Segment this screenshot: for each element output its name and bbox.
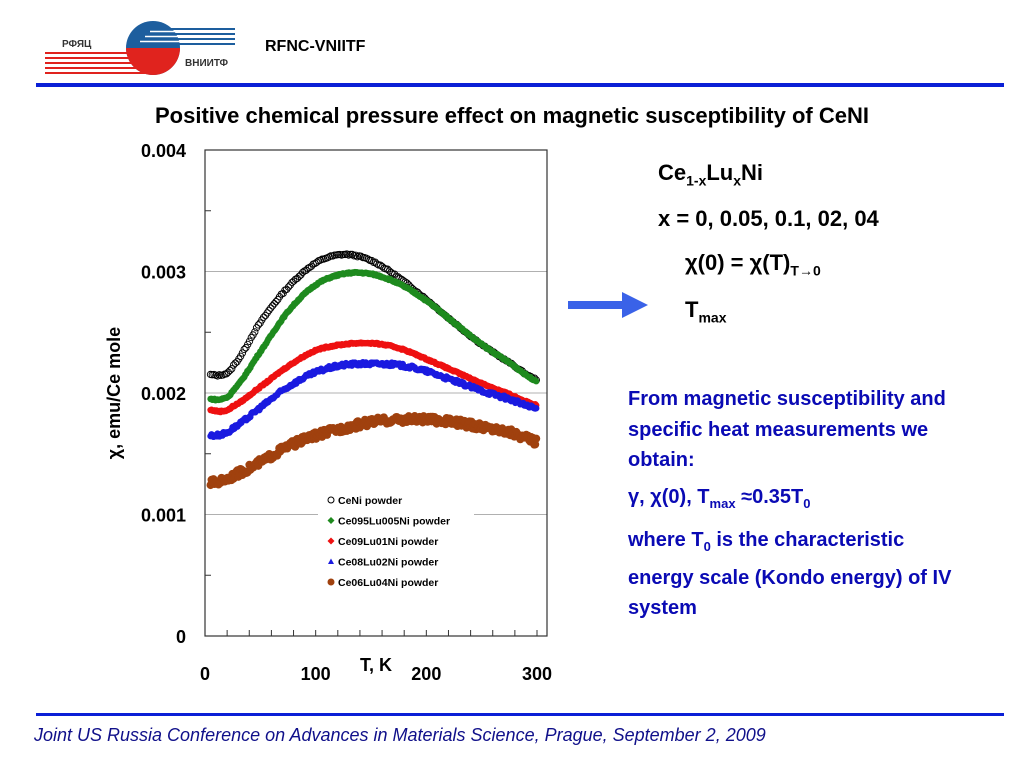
y-axis-title: χ, emu/Ce mole — [104, 327, 124, 459]
data-point — [316, 256, 324, 264]
institute-logo: РФЯЦ ВНИИТФ — [40, 20, 240, 82]
legend-label: Ce095Lu005Ni powder — [338, 516, 450, 528]
data-point — [213, 372, 222, 380]
data-point — [254, 321, 262, 329]
formula-sub1: 1-x — [686, 172, 707, 189]
data-point — [325, 253, 333, 261]
tmax-main: T — [685, 296, 699, 322]
data-point — [352, 251, 360, 259]
data-point — [245, 337, 254, 345]
conclusion-definition: where T0 is the characteristic energy sc… — [628, 525, 968, 624]
chi-main: χ(0) = χ(T) — [685, 250, 791, 276]
logo-text-right: ВНИИТФ — [185, 58, 229, 69]
legend-marker-circle-filled — [327, 578, 335, 586]
data-point — [228, 365, 236, 373]
params-approx: ≈0.35T — [735, 485, 804, 508]
data-point — [260, 313, 268, 321]
x-axis-title: T, K — [360, 655, 392, 675]
series-ce095lu005ni — [207, 268, 540, 404]
data-point — [313, 258, 321, 266]
x-tick-label: 200 — [411, 664, 441, 684]
data-point — [298, 268, 307, 277]
plot-frame — [204, 149, 548, 637]
chi-definition: χ(0) = χ(T)T→0 — [685, 250, 879, 278]
formula-mid: Lu — [706, 160, 734, 185]
data-point — [533, 405, 540, 412]
data-point — [284, 283, 293, 291]
legend-marker-diamond — [327, 537, 335, 545]
legend-label: Ce06Lu04Ni powder — [338, 577, 438, 589]
y-tick-label: 0.004 — [141, 141, 186, 161]
organization-name: RFNC-VNIITF — [265, 38, 366, 55]
x-tick-label: 0 — [200, 664, 210, 684]
legend-marker-triangle — [328, 558, 334, 564]
legend-label: Ce09Lu01Ni powder — [338, 536, 438, 548]
legend-marker-diamond — [327, 517, 335, 524]
y-tick-label: 0.003 — [141, 263, 186, 283]
conclusion-text: From magnetic susceptibility and specifi… — [628, 384, 968, 630]
conclusion-params: γ, χ(0), Tmax ≈0.35T0 — [628, 482, 968, 520]
formula-sub2: x — [733, 172, 742, 189]
compound-formula: Ce1-xLuxNi — [658, 160, 879, 188]
params-sub2: 0 — [803, 495, 811, 511]
data-point — [357, 252, 365, 260]
data-point — [343, 250, 351, 258]
legend-box — [318, 490, 474, 594]
formula-base: Ce — [658, 160, 687, 185]
x-tick-label: 100 — [301, 664, 331, 684]
footer-text: Joint US Russia Conference on Advances i… — [34, 725, 766, 745]
series-ce08lu02ni — [207, 358, 540, 441]
data-point — [304, 264, 312, 272]
chart-legend: CeNi powder Ce095Lu005Ni powder Ce09Lu01Ni… — [318, 490, 474, 594]
x-tick-label: 300 — [522, 664, 552, 684]
tmax-sub: max — [698, 309, 727, 326]
data-point — [267, 304, 275, 312]
footer-divider — [36, 713, 1004, 716]
legend-label: CeNi powder — [338, 495, 402, 507]
y-tick-label: 0.001 — [141, 506, 186, 526]
x-values: x = 0, 0.05, 0.1, 02, 04 — [658, 206, 879, 232]
y-tick-label: 0.002 — [141, 384, 186, 404]
tick-labels: 0 0.001 0.002 0.003 0.004 0 100 200 300 — [141, 141, 552, 684]
data-point — [283, 285, 291, 294]
data-point — [272, 297, 280, 306]
data-point — [368, 256, 376, 265]
chi-sub: T→0 — [790, 262, 821, 279]
legend-marker-circle-open — [327, 496, 335, 504]
data-point — [270, 300, 278, 308]
header-divider — [36, 83, 1004, 87]
data-point — [265, 306, 273, 315]
data-point — [268, 302, 277, 310]
definition-a: where T — [628, 529, 704, 551]
conclusion-intro: From magnetic susceptibility and specifi… — [628, 388, 946, 471]
data-point — [226, 366, 234, 375]
params-main: γ, χ(0), T — [628, 485, 710, 508]
y-tick-label: 0 — [176, 627, 186, 647]
data-point — [251, 328, 259, 336]
data-point — [387, 268, 395, 277]
right-arrow-icon — [568, 292, 648, 318]
slide-title: Positive chemical pressure effect on mag… — [154, 103, 869, 128]
formula-end: Ni — [741, 160, 764, 185]
tmax-label: Tmax — [685, 297, 879, 325]
axis-ticks — [205, 210, 538, 636]
data-series — [206, 250, 541, 490]
data-point — [238, 349, 247, 357]
data-point — [231, 359, 239, 367]
params-sub: max — [709, 495, 736, 511]
data-point — [532, 434, 541, 443]
definition-sub: 0 — [703, 539, 711, 554]
data-point — [364, 255, 372, 263]
definition-b: is the characteristic energy scale (Kond… — [628, 529, 952, 619]
legend-label: Ce08Lu02Ni powder — [338, 557, 438, 569]
logo-text-left: РФЯЦ — [62, 39, 92, 50]
data-point — [533, 378, 540, 385]
data-point — [240, 345, 248, 354]
series-ce06lu04ni — [206, 412, 541, 490]
formula-block: Ce1-xLuxNi x = 0, 0.05, 0.1, 02, 04 χ(0)… — [658, 160, 879, 343]
